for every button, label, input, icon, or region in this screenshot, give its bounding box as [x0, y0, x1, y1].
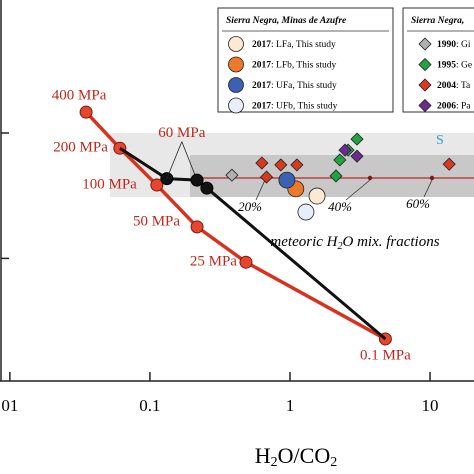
sample-point [255, 156, 269, 170]
legend-marker [228, 77, 244, 93]
sample-point [278, 171, 296, 189]
sample-point [350, 149, 364, 163]
legend-title: Sierra Negra, Minas de Azufre [226, 16, 347, 26]
legend-label: 2006: Pa [437, 102, 471, 112]
model-point [150, 178, 164, 192]
sample-point [329, 169, 343, 183]
legend-title: Sierra Negra, [411, 16, 464, 26]
pressure-label: 60 MPa [158, 125, 205, 141]
pressure-label: 200 MPa [53, 140, 108, 156]
sample-point [338, 143, 352, 157]
pressure-label: 0.1 MPa [360, 347, 411, 363]
legend-label: 2017: UFa, This study [252, 81, 337, 91]
x-axis-label-part: H [255, 443, 271, 468]
sample-point [290, 158, 304, 172]
legend-label: 2017: LFa, This study [252, 40, 336, 50]
legend-marker [418, 98, 432, 113]
label-leader [181, 141, 198, 181]
x-axis-label-part: 2 [271, 455, 278, 470]
side-label: S [436, 133, 444, 148]
fraction-leader [255, 179, 266, 201]
legend-box [402, 7, 474, 113]
fraction-label: 20% [238, 199, 262, 214]
sample-point [259, 170, 274, 184]
sample-point [225, 168, 239, 182]
legend-box [217, 7, 394, 113]
legend-marker [418, 37, 432, 51]
sample-point [308, 187, 326, 205]
pressure-label: 25 MPa [190, 254, 237, 270]
model-point [190, 173, 204, 187]
x-axis-label-part: 2 [330, 455, 337, 470]
mix-label-part: O mix. fractions [342, 234, 439, 250]
legend-label: 2017: LFb, This study [252, 61, 337, 71]
model-line [84, 110, 387, 341]
mix-label: meteoric H2O mix. fractions [270, 234, 439, 252]
fraction-label: 60% [406, 196, 430, 211]
fraction-label: 40% [328, 199, 352, 214]
sample-point [442, 157, 456, 171]
x-axis-label-part: O/CO [278, 443, 331, 468]
legend-marker [228, 56, 244, 73]
mix-label-part: 2 [337, 241, 342, 252]
sample-point [274, 158, 288, 172]
fraction-dot [367, 175, 373, 181]
sample-point [333, 153, 347, 167]
model-point [200, 181, 214, 195]
label-leader [166, 141, 183, 179]
sample-point [297, 203, 315, 221]
model-point [79, 105, 93, 119]
legend-label: 1995: Ge [437, 61, 472, 71]
model-point [239, 255, 253, 269]
mix-label-part: meteoric H [270, 234, 338, 250]
x-tick-label: 10 [422, 396, 439, 415]
legend-label: 2004: Ta [437, 81, 471, 91]
legend-marker [228, 97, 244, 114]
pressure-label: 400 MPa [52, 88, 107, 104]
model-point [190, 220, 204, 234]
legend-label: 2017: UFb, This study [252, 102, 338, 112]
fraction-dot [429, 175, 435, 181]
legend-marker [418, 57, 432, 72]
legend-label: 1990: Gi [437, 40, 471, 50]
x-tick-label: 1 [286, 396, 295, 415]
sample-point [350, 132, 364, 146]
pressure-label: 50 MPa [133, 213, 180, 229]
pressure-label: 100 MPa [82, 176, 137, 192]
fraction-leader [423, 179, 433, 198]
x-tick-label: 01 [1, 396, 18, 415]
legend-marker [228, 36, 244, 52]
fraction-leader [345, 179, 371, 201]
legend-marker [418, 78, 432, 92]
x-tick-label: 0.1 [139, 396, 160, 415]
x-axis-label: H2O/CO2 [255, 443, 337, 470]
